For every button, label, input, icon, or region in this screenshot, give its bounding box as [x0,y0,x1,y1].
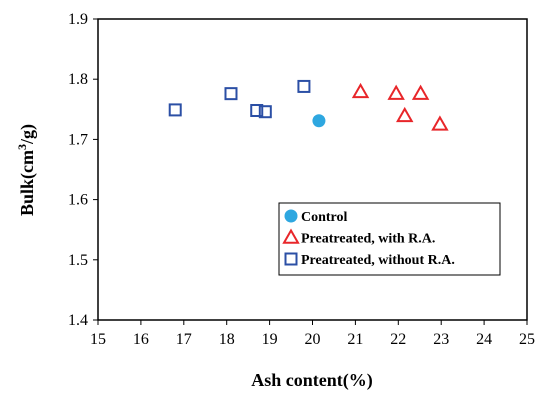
x-tick-label: 19 [262,331,278,348]
data-point [387,84,405,100]
data-point [431,115,449,131]
y-tick-label: 1.4 [68,312,88,329]
y-tick-label: 1.9 [68,11,88,28]
x-tick-label: 18 [219,331,235,348]
data-point [250,104,264,118]
data-point [168,103,182,117]
x-tick-label: 22 [390,331,406,348]
x-tick-label: 24 [476,331,492,348]
x-tick-label: 15 [90,331,106,348]
y-axis: 1.4 1.5 1.6 1.7 1.8 1.9 [68,11,98,329]
data-point [312,114,326,128]
legend-label: Preatreated, without R.A. [301,253,455,268]
y-tick-label: 1.6 [68,192,88,209]
x-axis-title: Ash content(%) [251,370,373,391]
x-tick-label: 23 [433,331,449,348]
data-point [396,106,414,123]
x-axis: 15 16 17 18 19 20 21 22 23 24 25 [90,320,535,348]
legend-marker [282,228,300,244]
y-axis-title: Bulk(cm3/g) [15,124,38,216]
y-tick-label: 1.5 [68,252,88,269]
x-tick-label: 17 [176,331,192,348]
legend: Control Preatreated, with R.A. Preatreated… [278,202,501,276]
data-point [411,84,430,100]
y-tick-label: 1.8 [68,71,88,88]
legend-box [278,202,501,276]
y-tick-label: 1.7 [68,131,88,148]
x-tick-label: 16 [133,331,149,348]
data-point [258,105,272,119]
x-tick-label: 21 [347,331,363,348]
legend-label: Preatreated, with R.A. [301,232,435,247]
data-point [351,82,370,99]
legend-label: Control [301,210,348,225]
x-tick-label: 20 [305,331,321,348]
data-point [297,79,311,93]
legend-marker [284,209,298,223]
legend-marker [284,252,298,266]
data-points [168,79,449,131]
data-point [224,87,238,101]
x-tick-label: 25 [519,331,535,348]
